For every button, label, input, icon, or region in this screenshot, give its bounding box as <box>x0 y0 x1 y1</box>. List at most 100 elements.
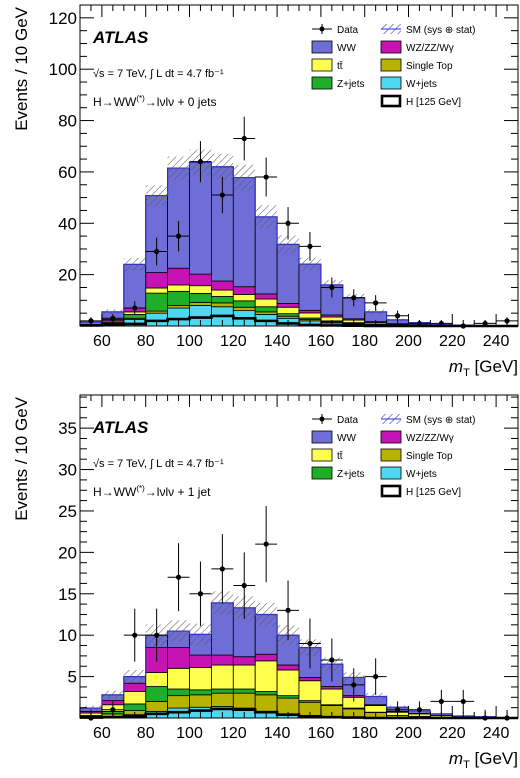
bar-singletop <box>211 303 233 307</box>
y-tick-label: 15 <box>58 585 77 604</box>
data-point <box>307 641 312 646</box>
legend-swatch-wjets <box>381 467 401 479</box>
x-tick-label: 200 <box>395 725 422 742</box>
legend-label: Single Top <box>406 451 453 462</box>
legend-data-marker <box>320 417 325 422</box>
bar-singletop <box>168 696 190 708</box>
y-tick-label: 35 <box>58 419 77 438</box>
uncertainty-bin <box>255 205 277 228</box>
legend-label: Z+jets <box>337 79 365 90</box>
data-point <box>461 699 466 704</box>
uncertainty-bin <box>211 154 233 180</box>
x-axis-label-m: m <box>449 749 463 768</box>
x-tick-label: 240 <box>483 725 510 742</box>
x-tick-label: 220 <box>439 333 466 350</box>
data-point <box>154 633 159 638</box>
bar-wzzzwg <box>211 655 233 665</box>
channel-label-a: H→WW <box>93 485 137 499</box>
y-tick-label: 20 <box>58 543 77 562</box>
bar-zjets <box>255 691 277 694</box>
data-point <box>242 583 247 588</box>
data-point <box>132 305 137 310</box>
data-point <box>242 136 247 141</box>
legend-higgs-swatch <box>382 96 400 106</box>
bar-singletop <box>233 307 255 310</box>
x-axis-label-m: m <box>449 357 463 376</box>
bar-singletop <box>233 693 255 708</box>
bar-ttbar <box>233 665 255 689</box>
uncertainty-bin <box>255 603 277 626</box>
bar-ttbar <box>211 665 233 689</box>
bar-ttbar <box>190 286 212 294</box>
data-point <box>395 313 400 318</box>
bar-ttbar <box>168 285 190 291</box>
x-tick-label: 80 <box>137 333 155 350</box>
bar-zjets <box>124 704 146 711</box>
data-point <box>198 591 203 596</box>
bar-wzzzwg <box>168 648 190 669</box>
bar-wzzzwg <box>277 303 299 307</box>
x-tick-label: 100 <box>176 333 203 350</box>
x-tick-label: 140 <box>264 333 291 350</box>
uncertainty-bin <box>146 185 168 206</box>
y-tick-label: 80 <box>58 112 77 131</box>
legend-label: WW <box>337 433 356 444</box>
uncertainty-bin <box>233 165 255 191</box>
bar-ttbar <box>124 691 146 703</box>
legend-label: WW <box>337 43 356 54</box>
bar-singletop <box>211 693 233 706</box>
bar-ttbar <box>277 670 299 696</box>
data-point <box>395 707 400 712</box>
legend-swatch-ttbar <box>312 59 332 71</box>
legend-label: WZ/ZZ/Wγ <box>406 433 454 444</box>
bar-wzzzwg <box>211 281 233 290</box>
data-point <box>198 159 203 164</box>
legend-label: tt̄ <box>337 450 343 462</box>
data-point <box>285 608 290 613</box>
channel-label-b: →lνlν + 0 jets <box>145 95 217 109</box>
energy-lumi-label: √s = 7 TeV, ∫ L dt = 4.7 fb⁻¹ <box>93 458 224 470</box>
channel-label: H→WW(*)→lνlν + 0 jets <box>93 94 216 109</box>
y-tick-label: 60 <box>58 163 77 182</box>
data-point <box>176 234 181 239</box>
bar-zjets <box>211 296 233 302</box>
data-point <box>132 633 137 638</box>
uncertainty-bin <box>168 620 190 642</box>
y-axis-label: Events / 10 GeV <box>12 396 31 520</box>
data-point <box>373 300 378 305</box>
channel-label-a: H→WW <box>93 95 137 109</box>
data-point <box>373 674 378 679</box>
x-tick-label: 220 <box>439 725 466 742</box>
uncertainty-bin <box>168 157 190 180</box>
bar-ttbar <box>146 288 168 293</box>
uncertainty-bin <box>190 624 212 646</box>
bar-zjets <box>146 293 168 311</box>
bar-singletop <box>190 302 212 305</box>
bar-zjets <box>190 293 212 302</box>
channel-label-sup: (*) <box>136 94 145 103</box>
x-tick-label: 60 <box>93 725 111 742</box>
bar-zjets <box>124 314 146 318</box>
legend-swatch-zjets <box>312 467 332 479</box>
x-tick-label: 120 <box>220 725 247 742</box>
bar-zjets <box>190 690 212 695</box>
uncertainty-bin <box>102 691 124 699</box>
bar-wzzzwg <box>146 273 168 288</box>
x-axis-label-unit: [GeV] <box>470 357 518 376</box>
x-tick-label: 140 <box>264 725 291 742</box>
data-point <box>220 192 225 197</box>
y-tick-label: 10 <box>58 626 77 645</box>
bar-singletop <box>190 695 212 707</box>
y-tick-label: 40 <box>58 214 77 233</box>
bar-singletop <box>255 695 277 712</box>
bar-ttbar <box>299 313 321 318</box>
bar-zjets <box>168 689 190 696</box>
x-tick-label: 100 <box>176 725 203 742</box>
bar-ttbar <box>211 290 233 296</box>
legend-label: Data <box>337 25 359 36</box>
channel-label-sup: (*) <box>136 484 145 493</box>
bar-ttbar <box>168 668 190 689</box>
data-point <box>285 221 290 226</box>
uncertainty-bin <box>102 309 124 314</box>
